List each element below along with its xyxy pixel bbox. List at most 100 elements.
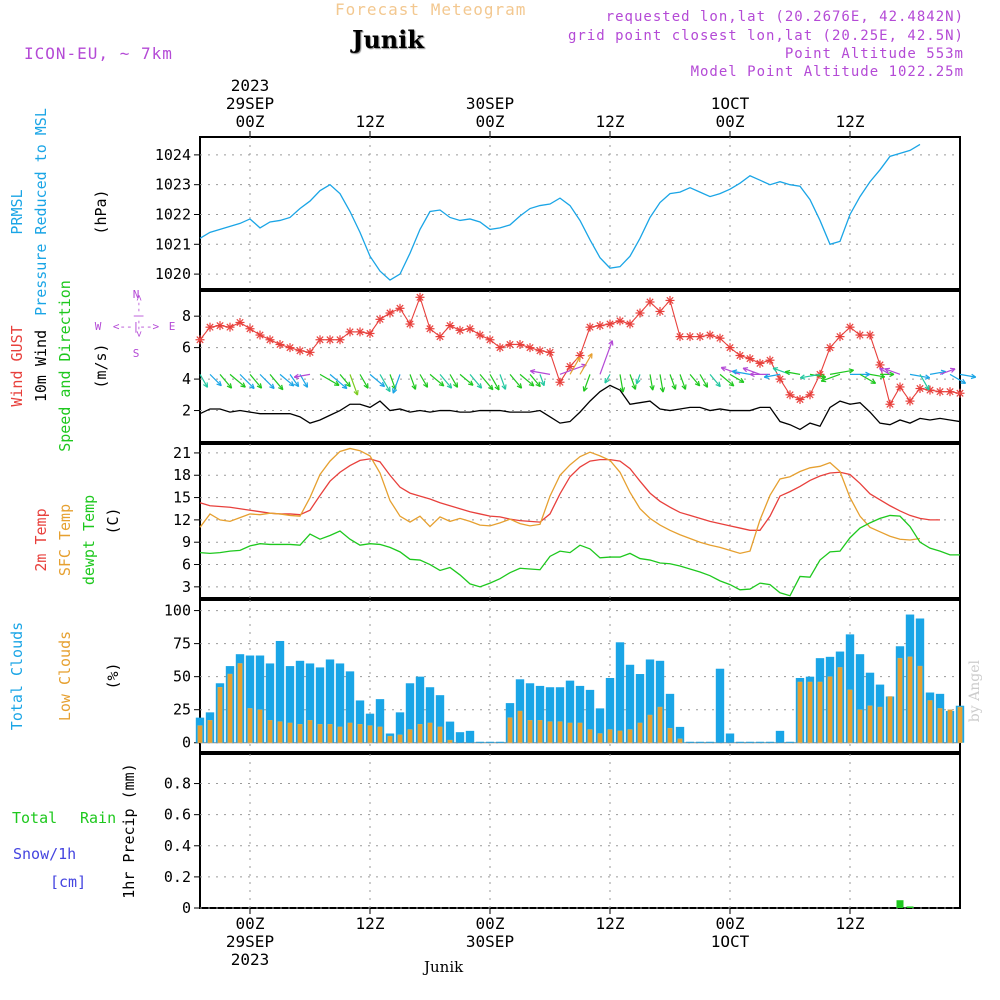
gust-marker — [325, 335, 335, 345]
wind-arrow — [519, 373, 535, 387]
wind-arrow — [729, 373, 745, 383]
gust-marker — [685, 332, 695, 342]
total-cloud-bar — [785, 741, 795, 743]
wind-arrow — [529, 373, 541, 388]
gust-marker — [485, 335, 495, 345]
total-cloud-bar — [245, 655, 255, 743]
y-tick-label: 0.4 — [164, 837, 191, 855]
low-cloud-bar — [937, 708, 943, 743]
wind-arrow — [669, 374, 677, 390]
total-cloud-bar — [395, 712, 405, 743]
temp-units: (C) — [104, 507, 122, 534]
gust-marker — [365, 328, 375, 338]
wind-arrow — [419, 374, 429, 388]
gust-marker — [275, 339, 285, 349]
legend-snow-units: [cm] — [50, 873, 87, 891]
wind-arrow — [289, 374, 300, 388]
bottom-time-label: 00Z — [716, 914, 745, 933]
gust-marker — [205, 322, 215, 332]
gust-marker — [945, 387, 955, 397]
wind-arrow — [293, 373, 311, 380]
wind-arrow — [429, 373, 445, 387]
total-cloud-bar — [735, 741, 745, 743]
low-cloud-bar — [397, 734, 403, 743]
low-cloud-bar — [437, 726, 443, 743]
gust-marker — [195, 335, 205, 345]
footer-location: Junik — [424, 958, 464, 976]
gust-marker — [385, 308, 395, 318]
low-cloud-bar — [627, 729, 633, 743]
gust-marker — [955, 388, 965, 398]
wind-arrow — [469, 373, 483, 389]
wind-arrow — [369, 373, 386, 388]
y-tick-label: 1021 — [155, 235, 191, 253]
gust-marker — [395, 303, 405, 313]
bottom-time-label: 2023 — [231, 950, 270, 969]
total-cloud-bar — [485, 741, 495, 743]
low-cloud-bar — [517, 710, 523, 743]
gust-marker — [255, 330, 265, 340]
wind-arrow — [229, 373, 246, 388]
gust-marker — [655, 306, 665, 316]
gust-marker — [845, 322, 855, 332]
model-point-altitude: Model Point Altitude 1022.25m — [690, 64, 964, 80]
y-tick-label: 75 — [173, 635, 191, 653]
wind-arrow — [529, 368, 551, 375]
y-tick-label: 1022 — [155, 205, 191, 223]
gust-marker — [725, 343, 735, 353]
total-cloud-bar — [475, 741, 485, 743]
total-cloud-bar — [455, 732, 465, 743]
gust-marker — [295, 346, 305, 356]
gust-marker — [775, 374, 785, 384]
gust-marker — [475, 330, 485, 340]
wind-arrow — [579, 353, 593, 375]
gust-marker — [755, 358, 765, 368]
wind-arrow — [709, 373, 721, 388]
wind-speed-line — [199, 384, 961, 431]
low-cloud-bar — [927, 700, 933, 743]
gust-marker — [635, 308, 645, 318]
gust-marker — [265, 335, 275, 345]
low-cloud-bar — [217, 686, 223, 743]
wind-arrow — [809, 373, 827, 380]
wind-arrow — [799, 373, 821, 380]
wind-arrow — [299, 374, 309, 388]
gust-marker — [545, 347, 555, 357]
wind-arrow — [329, 373, 348, 390]
gust-marker — [785, 390, 795, 400]
total-cloud-bar — [555, 687, 565, 743]
total-cloud-bar — [675, 726, 685, 743]
wind-arrow — [239, 373, 255, 390]
wind-arrow — [409, 374, 417, 390]
panel-frame-5 — [199, 753, 961, 909]
temp-label-sfc: SFC Temp — [56, 504, 74, 576]
wind-arrow — [259, 373, 275, 390]
wind-arrow — [909, 373, 931, 380]
wind-arrow — [949, 373, 967, 384]
legend-rain: Rain — [80, 809, 117, 827]
gust-marker — [375, 314, 385, 324]
wind-arrow — [499, 374, 507, 390]
gust-marker — [595, 321, 605, 331]
dewpoint-line — [199, 514, 960, 597]
y-tick-label: 6 — [182, 339, 191, 357]
total-cloud-bar — [575, 685, 585, 743]
gust-marker — [605, 319, 615, 329]
total-cloud-bar — [705, 741, 715, 743]
total-cloud-bar — [585, 689, 595, 743]
precip-axis-label: 1hr Precip (mm) — [120, 763, 138, 898]
low-cloud-bar — [837, 667, 843, 743]
gust-marker — [695, 332, 705, 342]
total-cloud-bar — [305, 663, 315, 743]
gust-marker — [285, 343, 295, 353]
low-cloud-bar — [407, 729, 413, 743]
gust-marker — [555, 377, 565, 387]
total-cloud-bar — [745, 741, 755, 743]
legend-total: Total — [12, 809, 58, 827]
gust-marker — [515, 339, 525, 349]
gust-marker — [245, 324, 255, 334]
total-cloud-bar — [445, 721, 455, 743]
bottom-time-label: 1OCT — [711, 932, 750, 951]
compass-south: S — [133, 347, 140, 360]
